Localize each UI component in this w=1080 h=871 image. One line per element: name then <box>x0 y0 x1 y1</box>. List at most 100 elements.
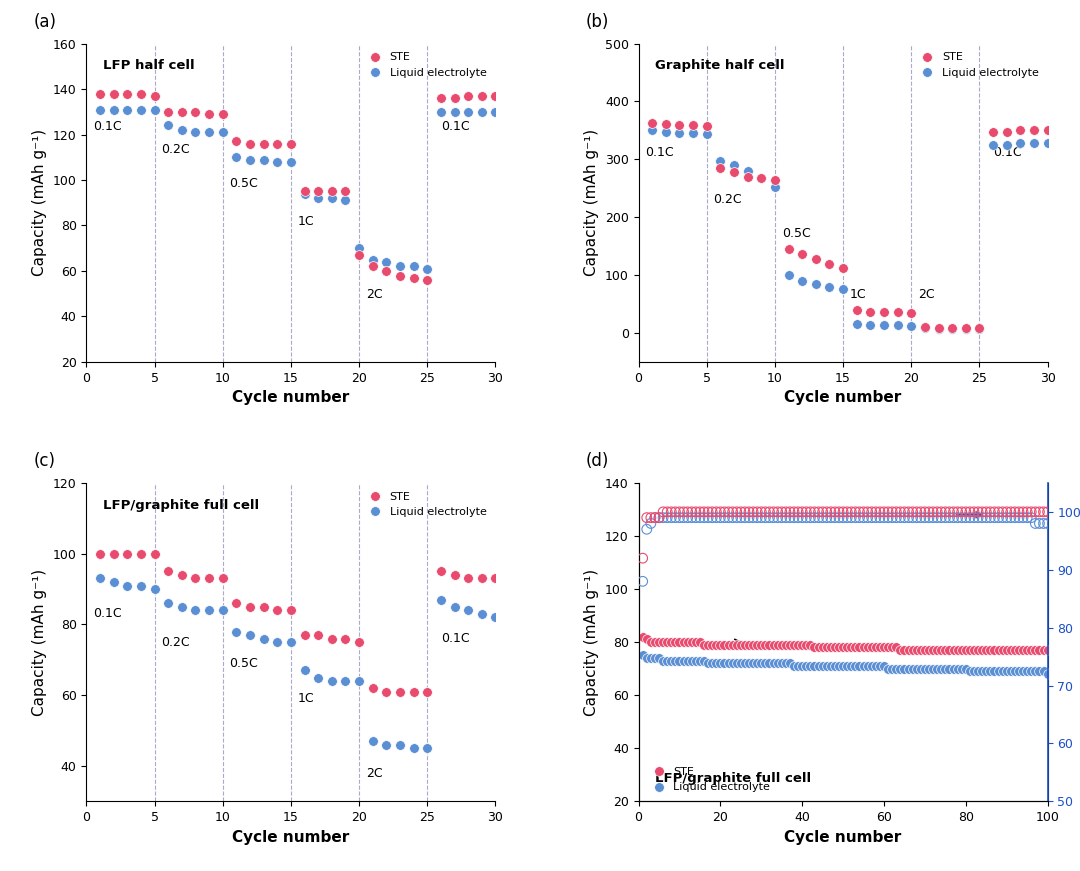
Point <box>982 643 999 657</box>
Point <box>990 665 1008 679</box>
Point <box>998 643 1015 657</box>
Point <box>255 137 272 151</box>
Point <box>806 505 823 519</box>
Point <box>780 242 797 256</box>
Point <box>904 505 921 519</box>
Point <box>847 510 864 524</box>
Point <box>1018 505 1036 519</box>
Point <box>916 510 933 524</box>
Point <box>459 571 476 585</box>
Point <box>933 643 950 657</box>
Point <box>146 89 163 103</box>
Point <box>659 510 676 524</box>
Point <box>654 505 672 519</box>
Point <box>296 664 313 678</box>
Point <box>916 505 933 519</box>
Point <box>883 510 901 524</box>
Point <box>323 192 340 206</box>
Point <box>903 319 920 333</box>
Point <box>405 271 422 285</box>
Point <box>913 662 930 676</box>
Point <box>634 648 651 662</box>
Point <box>703 638 720 652</box>
Point <box>851 505 868 519</box>
Point <box>691 635 708 649</box>
Point <box>889 305 906 319</box>
Point <box>895 662 913 676</box>
Point <box>966 505 983 519</box>
Point <box>765 657 782 671</box>
Point <box>658 125 675 138</box>
Point <box>323 674 340 688</box>
Point <box>1039 667 1056 681</box>
Point <box>973 643 990 657</box>
Point <box>146 582 163 596</box>
Point <box>691 505 708 519</box>
Point <box>1014 510 1031 524</box>
Point <box>994 643 1011 657</box>
Point <box>859 510 876 524</box>
Point <box>1010 510 1027 524</box>
Point <box>419 741 436 755</box>
Point <box>994 505 1011 519</box>
Point <box>638 510 656 524</box>
Point <box>760 657 778 671</box>
Point <box>724 638 741 652</box>
Point <box>781 657 798 671</box>
Point <box>814 659 832 673</box>
Point <box>748 657 766 671</box>
Text: 0.1C: 0.1C <box>994 146 1022 159</box>
Point <box>900 510 917 524</box>
Point <box>228 134 245 148</box>
Point <box>105 575 122 589</box>
Point <box>459 604 476 618</box>
Point <box>1023 643 1040 657</box>
Point <box>818 510 835 524</box>
Point <box>929 505 946 519</box>
Point <box>929 510 946 524</box>
Point <box>904 510 921 524</box>
Point <box>654 654 672 668</box>
Point <box>716 638 733 652</box>
Point <box>781 510 798 524</box>
Point <box>1025 124 1042 138</box>
Point <box>679 635 697 649</box>
Point <box>986 643 1003 657</box>
Point <box>753 505 770 519</box>
Point <box>994 510 1011 524</box>
Point <box>863 505 880 519</box>
Point <box>835 282 852 296</box>
Point <box>720 510 738 524</box>
Point <box>941 643 958 657</box>
Point <box>757 510 774 524</box>
Point <box>671 125 688 139</box>
Point <box>703 510 720 524</box>
Point <box>269 604 286 618</box>
Point <box>822 659 839 673</box>
Point <box>691 654 708 668</box>
Point <box>659 654 676 668</box>
Point <box>920 662 937 676</box>
Point <box>92 103 109 117</box>
Legend: STE, Liquid electrolyte: STE, Liquid electrolyte <box>913 49 1042 81</box>
Point <box>888 640 905 654</box>
Point <box>842 659 860 673</box>
Point <box>892 505 909 519</box>
Point <box>985 138 1002 152</box>
Point <box>146 547 163 561</box>
Point <box>685 118 702 132</box>
Point <box>741 510 758 524</box>
Point <box>949 643 967 657</box>
Point <box>679 510 697 524</box>
Point <box>859 640 876 654</box>
Point <box>930 321 947 334</box>
Point <box>350 635 367 649</box>
Point <box>908 505 926 519</box>
Point <box>814 640 832 654</box>
Point <box>391 268 408 282</box>
Point <box>821 280 838 294</box>
Point <box>814 510 832 524</box>
Point <box>933 662 950 676</box>
Point <box>378 264 395 278</box>
Point <box>949 505 967 519</box>
